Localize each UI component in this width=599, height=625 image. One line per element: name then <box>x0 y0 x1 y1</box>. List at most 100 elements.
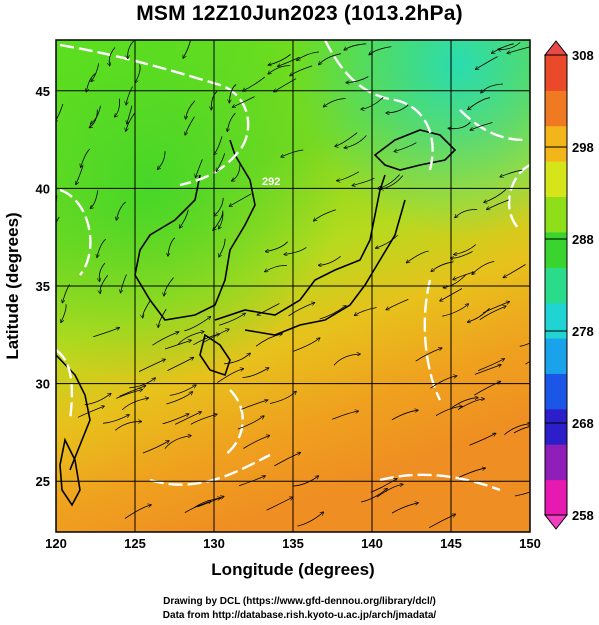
streamline <box>224 353 250 365</box>
streamline <box>126 86 133 105</box>
colorbar-min-triangle <box>543 514 569 530</box>
streamline <box>62 284 71 303</box>
streamline <box>180 209 189 228</box>
streamline <box>278 56 300 66</box>
streamline <box>185 116 195 135</box>
colorbar-segment <box>545 231 567 268</box>
streamline <box>230 193 252 207</box>
streamline <box>333 354 360 366</box>
streamline <box>232 162 241 181</box>
streamline <box>168 237 176 256</box>
streamline <box>124 505 151 519</box>
streamline <box>56 103 64 122</box>
streamline <box>513 426 530 434</box>
streamline <box>162 414 189 425</box>
streamline <box>169 385 196 396</box>
y-tick-label: 35 <box>36 279 50 294</box>
streamline <box>164 436 191 449</box>
colorbar-label: 268 <box>572 416 594 431</box>
hokkaido-coast <box>373 129 457 171</box>
streamline <box>91 105 101 124</box>
y-tick-label: 25 <box>36 474 50 489</box>
streamline <box>216 153 225 171</box>
streamline <box>90 190 99 208</box>
streamline <box>115 422 141 431</box>
colorbar-segment <box>545 55 567 91</box>
streamline <box>484 189 507 202</box>
streamline <box>143 299 152 318</box>
streamline <box>93 328 119 338</box>
y-tick-label: 45 <box>36 84 50 99</box>
streamline <box>214 197 224 216</box>
colorbar-segment <box>545 444 567 481</box>
korea-coast <box>134 139 256 321</box>
streamline <box>293 338 320 352</box>
japan-pacific-coast <box>244 199 406 336</box>
streamline <box>319 255 341 265</box>
streamline <box>242 368 269 378</box>
streamline <box>386 299 409 309</box>
credit-drawing: Drawing by DCL (https://www.gfd-dennou.o… <box>163 596 436 607</box>
streamline <box>468 307 490 322</box>
streamline <box>266 497 293 511</box>
streamline <box>121 274 127 293</box>
streamline <box>394 142 417 152</box>
x-tick-label: 125 <box>124 536 146 551</box>
streamline <box>474 382 500 396</box>
streamline <box>109 47 116 66</box>
streamline <box>243 436 269 449</box>
streamline <box>444 274 466 288</box>
streamline <box>451 398 478 408</box>
streamline <box>115 98 121 117</box>
streamline <box>61 304 67 322</box>
colorbar-segment <box>545 196 567 233</box>
streamline <box>455 209 478 217</box>
china-coast <box>56 354 91 471</box>
streamline <box>479 306 506 321</box>
y-axis-ticks: 25 30 35 40 45 <box>36 84 50 489</box>
colorbar-segment <box>545 408 567 445</box>
streamline <box>194 498 221 508</box>
streamline <box>217 369 243 383</box>
x-tick-label: 150 <box>519 536 541 551</box>
streamline <box>269 54 291 66</box>
taiwan-coast <box>59 437 81 507</box>
streamline <box>86 73 96 92</box>
colorbar-label: 258 <box>572 508 594 523</box>
x-axis-title: Longitude (degrees) <box>211 560 374 579</box>
streamline <box>369 46 392 55</box>
streamline <box>319 53 341 65</box>
streamline <box>281 149 304 157</box>
streamline <box>238 476 265 487</box>
streamline <box>429 514 455 529</box>
colorbar-label: 298 <box>572 140 594 155</box>
streamline <box>288 303 315 317</box>
colorbar: 308 298 288 278 268 258 <box>543 40 594 530</box>
colorbar-label: 308 <box>572 48 594 63</box>
y-tick-label: 30 <box>36 377 50 392</box>
colorbar-segment <box>545 90 567 127</box>
colorbar-segment <box>545 302 567 339</box>
streamline <box>269 392 296 404</box>
streamline <box>127 105 133 124</box>
streamline <box>504 264 526 278</box>
japan-honshu-coast <box>214 174 386 321</box>
streamline <box>386 104 409 113</box>
streamline <box>500 169 523 177</box>
streamline <box>284 247 307 254</box>
streamline <box>487 199 509 210</box>
streamline <box>121 398 148 411</box>
streamline <box>158 151 166 169</box>
streamline <box>469 433 496 446</box>
streamline <box>458 468 485 478</box>
streamline <box>138 359 165 372</box>
streamline <box>442 304 468 317</box>
colorbar-segment <box>545 338 567 374</box>
colorbar-max-triangle <box>543 40 569 56</box>
streamline <box>184 317 210 332</box>
streamline <box>481 83 504 93</box>
streamline <box>297 51 319 61</box>
x-tick-label: 120 <box>45 536 67 551</box>
streamline <box>430 376 457 389</box>
